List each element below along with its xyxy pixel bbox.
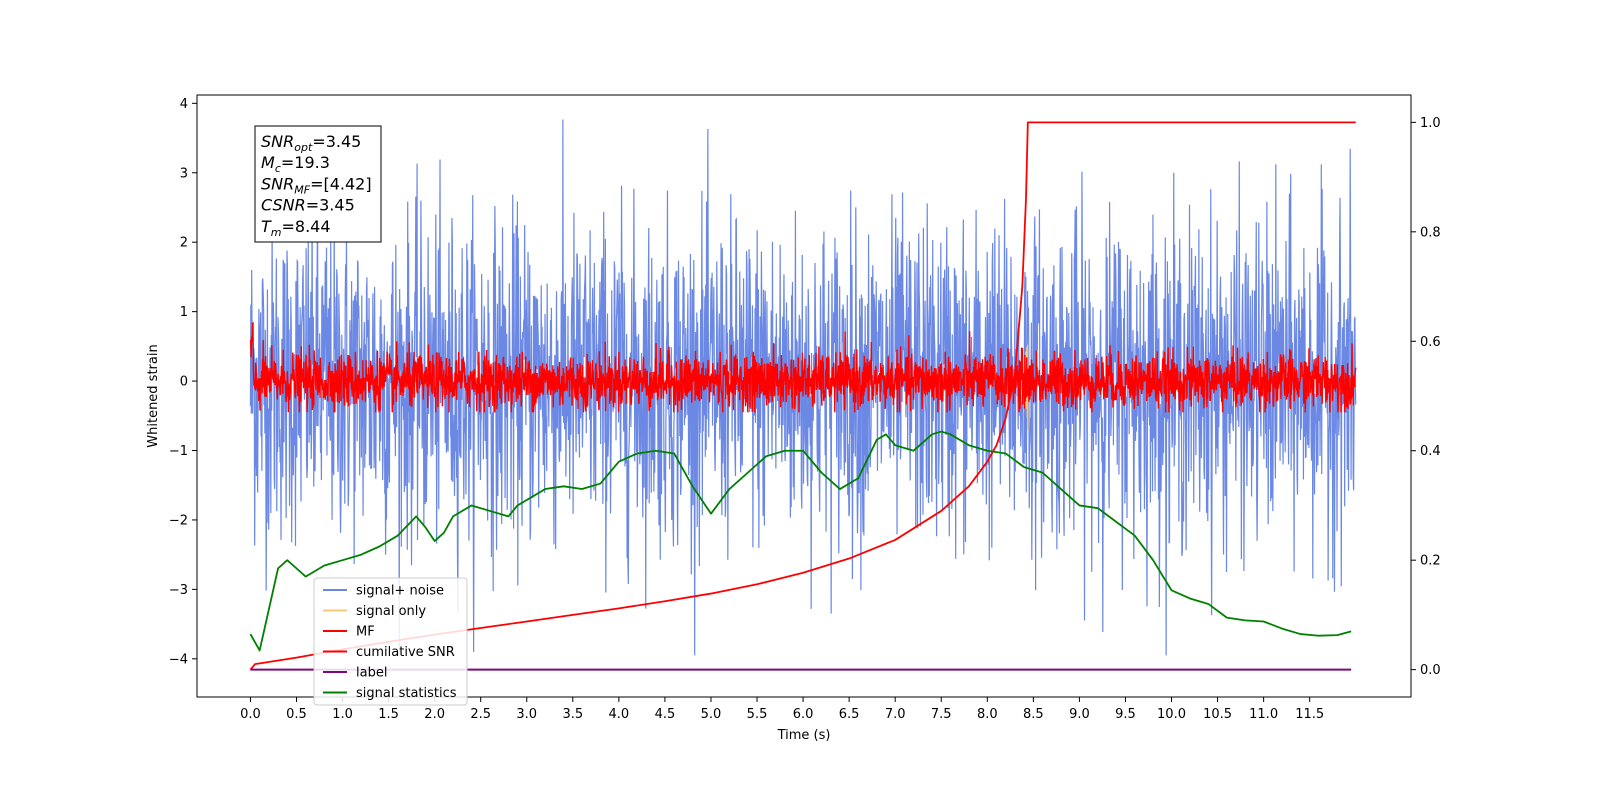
y-tick-label: −3: [169, 583, 188, 598]
x-tick-label: 4.5: [655, 707, 676, 722]
y-tick-label: 4: [180, 97, 188, 112]
y-axis-right: 1.0 0.8 0.6 0.4 0.2 0.0: [1411, 116, 1441, 678]
annotation-frame: [254, 125, 382, 243]
legend-label: signal only: [356, 604, 426, 619]
legend-label: signal+ noise: [356, 584, 444, 599]
y-tick-label: 1: [180, 305, 188, 320]
x-tick-label: 6.0: [793, 707, 814, 722]
x-tick-label: 9.5: [1115, 707, 1136, 722]
y-tick-label: 3: [180, 166, 188, 181]
legend-frame: [313, 577, 468, 706]
y2-tick-label: 0.0: [1420, 663, 1441, 678]
x-tick-label: 1.0: [332, 707, 353, 722]
annotation-line: CSNR=3.45: [261, 196, 355, 215]
x-tick-label: 0.0: [240, 707, 261, 722]
x-tick-label: 3.5: [562, 707, 583, 722]
x-tick-label: 10.5: [1203, 707, 1232, 722]
x-tick-label: 2.5: [470, 707, 491, 722]
x-tick-label: 2.0: [424, 707, 445, 722]
series-mf-line: [249, 321, 1357, 413]
legend-label: MF: [356, 625, 375, 640]
y2-tick-label: 0.2: [1420, 554, 1441, 569]
y-tick-label: −1: [169, 444, 188, 459]
y-axis-label: Whitened strain: [146, 344, 161, 447]
x-tick-label: 11.5: [1295, 707, 1324, 722]
x-tick-label: 0.5: [286, 707, 307, 722]
y-tick-label: 2: [180, 236, 188, 251]
x-axis-label: Time (s): [777, 728, 831, 743]
y-tick-label: −2: [169, 513, 188, 528]
x-tick-label: 3.0: [516, 707, 537, 722]
y2-tick-label: 0.8: [1420, 225, 1441, 240]
x-tick-label: 7.0: [885, 707, 906, 722]
plot-frame: [196, 94, 1412, 698]
legend-label: signal statistics: [356, 686, 457, 701]
x-tick-label: 7.5: [931, 707, 952, 722]
x-tick-label: 5.0: [701, 707, 722, 722]
annotation-line: SNRMF=[4.42]: [261, 174, 372, 196]
x-tick-label: 10.0: [1157, 707, 1186, 722]
x-axis: 0.0 0.5 1.0 1.5 2.0 2.5 3.0 3.5 4.0 4.5 5.0 5.5 6.0 6…: [240, 697, 1324, 722]
x-tick-label: 11.0: [1249, 707, 1278, 722]
annotation-line: Tm=8.44: [261, 217, 331, 239]
y2-tick-label: 0.4: [1420, 444, 1441, 459]
x-tick-label: 9.0: [1069, 707, 1090, 722]
x-tick-label: 8.0: [977, 707, 998, 722]
annotation-line: Mc=19.3: [261, 153, 330, 175]
x-tick-label: 6.5: [839, 707, 860, 722]
x-tick-label: 4.0: [609, 707, 630, 722]
y-tick-label: 0: [180, 375, 188, 390]
x-tick-label: 5.5: [747, 707, 768, 722]
y-axis-left: 4 3 2 1 0 −1 −2 −3 −4: [169, 97, 197, 667]
y2-tick-label: 1.0: [1420, 116, 1441, 131]
legend-label: cumilative SNR: [356, 645, 455, 660]
y2-tick-label: 0.6: [1420, 335, 1441, 350]
y-tick-label: −4: [169, 652, 188, 667]
annotation-line: SNRopt=3.45: [261, 132, 361, 154]
legend: signal+ noise signal only MF cumilative SNR…: [313, 577, 468, 706]
x-tick-label: 8.5: [1023, 707, 1044, 722]
series-signal-statistics-line: [249, 430, 1352, 652]
legend-label: label: [356, 666, 387, 681]
x-tick-label: 1.5: [378, 707, 399, 722]
